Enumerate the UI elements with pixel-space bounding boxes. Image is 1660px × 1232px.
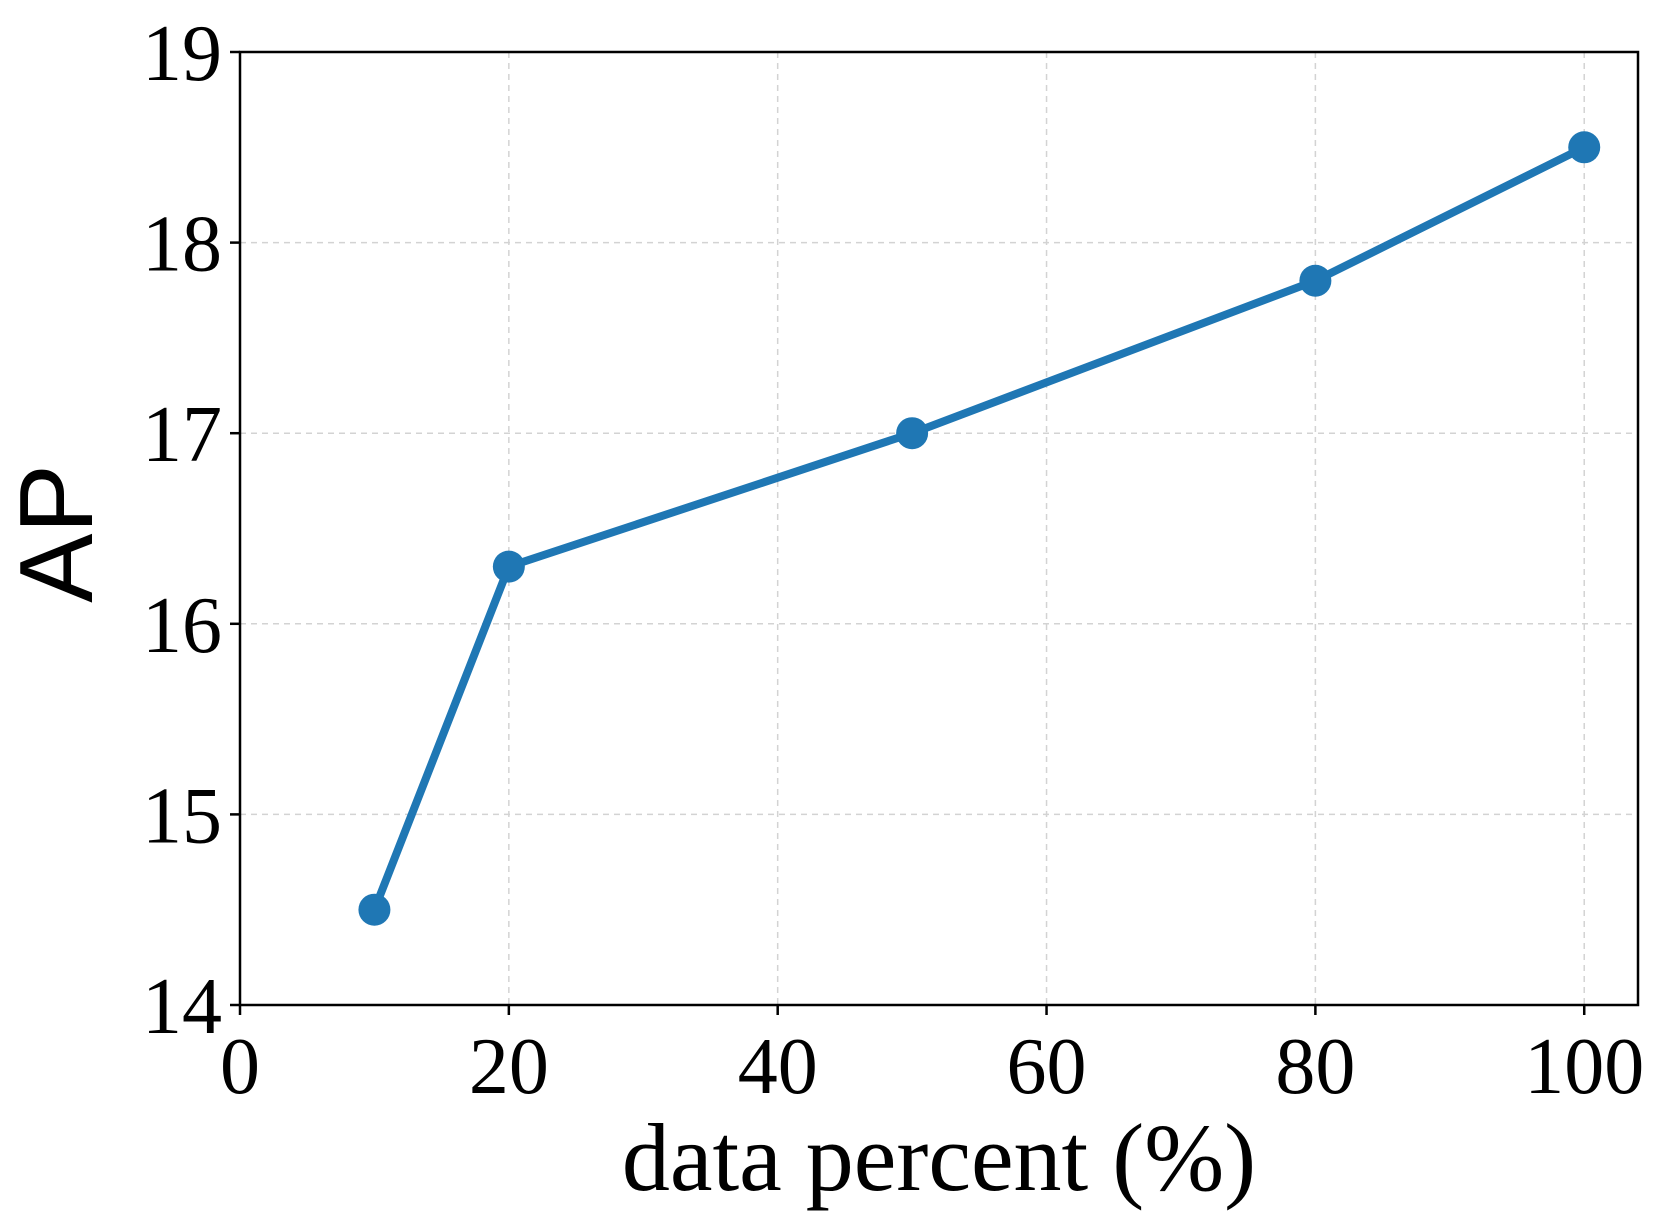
data-point [1299, 264, 1332, 297]
grid-lines [240, 52, 1638, 1005]
x-tick-label: 60 [1007, 1023, 1087, 1111]
y-axis-title: AP [0, 464, 115, 603]
y-tick-label: 17 [142, 391, 222, 479]
y-tick-label: 14 [142, 963, 222, 1051]
data-point [358, 893, 391, 926]
x-tick-label: 100 [1524, 1023, 1644, 1111]
plot-frame [238, 50, 1640, 1007]
x-tick-label: 0 [220, 1023, 260, 1111]
data-point [1568, 131, 1601, 164]
x-tick-label: 20 [469, 1023, 549, 1111]
y-tick-label: 18 [142, 201, 222, 289]
series-line [370, 143, 1589, 914]
x-axis-title: data percent (%) [622, 1104, 1256, 1211]
x-tick-label: 80 [1275, 1023, 1355, 1111]
series-layer [358, 131, 1601, 926]
y-tick-label: 19 [142, 10, 222, 98]
y-tick-label: 15 [142, 772, 222, 860]
x-tick-label: 40 [738, 1023, 818, 1111]
data-point [896, 417, 929, 450]
data-point [492, 550, 525, 583]
y-tick-label: 16 [142, 582, 222, 670]
axis-ticks: 0 20 40 60 80 100 14 15 16 17 18 19 [142, 10, 1644, 1111]
